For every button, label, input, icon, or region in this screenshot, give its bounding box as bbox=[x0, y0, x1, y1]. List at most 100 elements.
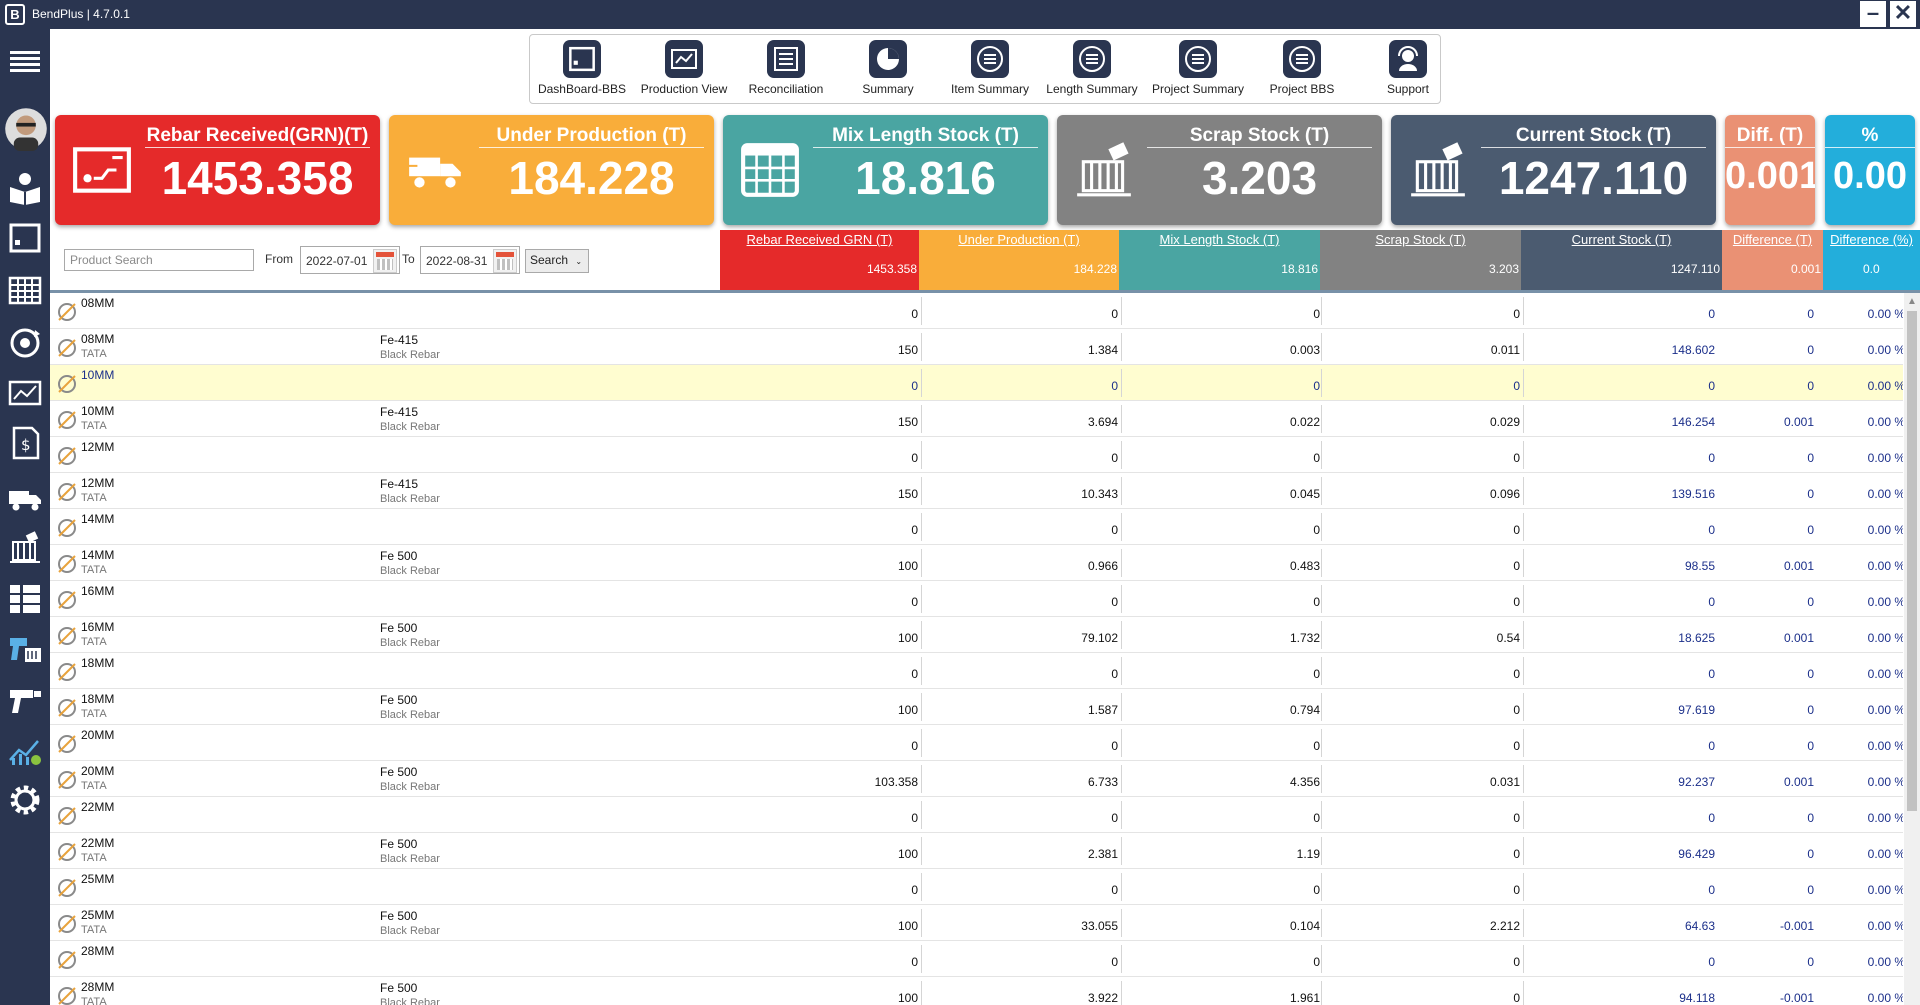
production-icon bbox=[665, 40, 703, 78]
sidebar-analytics-icon[interactable] bbox=[6, 731, 44, 769]
column-separator bbox=[1121, 873, 1122, 901]
column-separator bbox=[1121, 621, 1122, 649]
calendar-icon[interactable] bbox=[373, 249, 397, 273]
column-separator bbox=[1523, 729, 1524, 757]
column-separator bbox=[1523, 441, 1524, 469]
sidebar-reader-icon[interactable] bbox=[6, 169, 44, 207]
table-row[interactable]: 22MM TATA Fe 500 Black Rebar 100 2.381 1.19 0 96… bbox=[50, 833, 1903, 869]
sidebar-gear-icon[interactable] bbox=[6, 781, 44, 819]
cell-grn: 0 bbox=[911, 595, 918, 609]
table-row[interactable]: 28MM 0 0 0 0 0 0 0.00 % bbox=[50, 941, 1903, 977]
column-separator bbox=[1321, 297, 1322, 325]
table-row[interactable]: 16MM TATA Fe 500 Black Rebar 100 79.102 1.732 0… bbox=[50, 617, 1903, 653]
toolbar-item-summary-button[interactable]: Item Summary bbox=[940, 40, 1040, 102]
kpi-card-7[interactable]: % 0.00 bbox=[1825, 115, 1915, 225]
table-row[interactable]: 08MM TATA Fe-415 Black Rebar 150 1.384 0.003 0.… bbox=[50, 329, 1903, 365]
table-row[interactable]: 20MM 0 0 0 0 0 0 0.00 % bbox=[50, 725, 1903, 761]
toolbar-dashboard-bbs-button[interactable]: DashBoard-BBS bbox=[532, 40, 632, 102]
summary-column-5[interactable]: Current Stock (T) 1247.110 bbox=[1521, 230, 1722, 290]
toolbar-project-summary-button[interactable]: Project Summary bbox=[1148, 40, 1248, 102]
sidebar-menu-icon[interactable] bbox=[6, 43, 44, 81]
toolbar-length-summary-button[interactable]: Length Summary bbox=[1042, 40, 1142, 102]
summary-column-1[interactable]: Rebar Received GRN (T) 1453.358 bbox=[720, 230, 919, 290]
to-date-field[interactable]: 2022-08-31 bbox=[420, 246, 520, 274]
kpi-card-5[interactable]: Current Stock (T) 1247.110 bbox=[1391, 115, 1716, 225]
cell-grn: 100 bbox=[897, 703, 918, 717]
sidebar-gun-icon[interactable] bbox=[6, 681, 44, 719]
sidebar-scanner-icon[interactable] bbox=[6, 629, 44, 667]
table-row[interactable]: 28MM TATA Fe 500 Black Rebar 100 3.922 1.961 0 9… bbox=[50, 977, 1903, 1005]
summary-column-total: 3.203 bbox=[1488, 262, 1519, 276]
table-row[interactable]: 12MM TATA Fe-415 Black Rebar 150 10.343 0.045 0… bbox=[50, 473, 1903, 509]
toolbar-summary-button[interactable]: Summary bbox=[838, 40, 938, 102]
table-row[interactable]: 14MM TATA Fe 500 Black Rebar 100 0.966 0.483 0 9… bbox=[50, 545, 1903, 581]
summary-column-header[interactable]: Difference (%) bbox=[1830, 232, 1913, 247]
cell-cur: 98.55 bbox=[1684, 559, 1715, 573]
table-row[interactable]: 10MM 0 0 0 0 0 0 0.00 % bbox=[50, 365, 1903, 401]
summary-column-7[interactable]: Difference (%) 0.0 bbox=[1823, 230, 1920, 290]
summary-column-header[interactable]: Scrap Stock (T) bbox=[1375, 232, 1466, 247]
summary-column-3[interactable]: Mix Length Stock (T) 18.816 bbox=[1119, 230, 1320, 290]
summary-column-header[interactable]: Current Stock (T) bbox=[1571, 232, 1672, 247]
sidebar-settings-cycle-icon[interactable] bbox=[6, 324, 44, 362]
table-row[interactable]: 18MM 0 0 0 0 0 0 0.00 % bbox=[50, 653, 1903, 689]
kpi-card-6[interactable]: Diff. (T) 0.001 bbox=[1725, 115, 1815, 225]
cell-cur: 0 bbox=[1708, 523, 1715, 537]
table-row[interactable]: 20MM TATA Fe 500 Black Rebar 103.358 6.733 4.3… bbox=[50, 761, 1903, 797]
product-search-input[interactable]: Product Search bbox=[64, 249, 254, 271]
summary-column-header[interactable]: Under Production (T) bbox=[958, 232, 1080, 247]
scroll-up-icon[interactable]: ▲ bbox=[1907, 296, 1917, 307]
sidebar-truck-icon[interactable] bbox=[6, 479, 44, 517]
cell-pct: 0.00 % bbox=[1867, 523, 1903, 537]
sidebar-chart-card-icon[interactable] bbox=[6, 374, 44, 412]
avatar[interactable] bbox=[4, 107, 48, 151]
toolbar-support-button[interactable]: Support bbox=[1358, 40, 1458, 102]
diameter-icon bbox=[56, 337, 78, 359]
sidebar-invoice-icon[interactable]: $ bbox=[6, 424, 44, 462]
scrollbar-thumb[interactable] bbox=[1907, 311, 1917, 811]
kpi-card-3[interactable]: Mix Length Stock (T) 18.816 bbox=[723, 115, 1048, 225]
diameter-icon bbox=[56, 805, 78, 827]
table-row[interactable]: 25MM TATA Fe 500 Black Rebar 100 33.055 0.104 2… bbox=[50, 905, 1903, 941]
minimize-button[interactable]: – bbox=[1860, 1, 1886, 27]
vertical-scrollbar[interactable]: ▲ bbox=[1904, 293, 1920, 1005]
row-type: Black Rebar bbox=[380, 493, 440, 505]
close-button[interactable]: ✕ bbox=[1890, 1, 1916, 27]
search-button[interactable]: Search ⌄ bbox=[525, 249, 589, 273]
summary-column-4[interactable]: Scrap Stock (T) 3.203 bbox=[1320, 230, 1521, 290]
table-row[interactable]: 16MM 0 0 0 0 0 0 0.00 % bbox=[50, 581, 1903, 617]
summary-column-6[interactable]: Difference (T) 0.001 bbox=[1722, 230, 1823, 290]
toolbar-project-bbs-button[interactable]: Project BBS bbox=[1252, 40, 1352, 102]
calendar-icon[interactable] bbox=[493, 249, 517, 273]
table-row[interactable]: 18MM TATA Fe 500 Black Rebar 100 1.587 0.794 0 9… bbox=[50, 689, 1903, 725]
toolbar-label: Summary bbox=[862, 82, 914, 96]
summary-column-header[interactable]: Mix Length Stock (T) bbox=[1159, 232, 1280, 247]
summary-column-header[interactable]: Rebar Received GRN (T) bbox=[746, 232, 893, 247]
cell-cur: 0 bbox=[1708, 595, 1715, 609]
table-row[interactable]: 14MM 0 0 0 0 0 0 0.00 % bbox=[50, 509, 1903, 545]
table-row[interactable]: 12MM 0 0 0 0 0 0 0.00 % bbox=[50, 437, 1903, 473]
diameter-icon bbox=[56, 517, 78, 539]
table-row[interactable]: 25MM 0 0 0 0 0 0 0.00 % bbox=[50, 869, 1903, 905]
kpi-card-1[interactable]: Rebar Received(GRN)(T) 1453.358 bbox=[55, 115, 380, 225]
toolbar-reconciliation-button[interactable]: Reconciliation bbox=[736, 40, 836, 102]
sidebar-list-icon[interactable] bbox=[6, 579, 44, 617]
kpi-card-4[interactable]: Scrap Stock (T) 3.203 bbox=[1057, 115, 1382, 225]
sidebar-dashboard-icon[interactable] bbox=[6, 219, 44, 257]
row-size: 18MM bbox=[81, 692, 115, 706]
kpi-title: Mix Length Stock (T) bbox=[832, 125, 1019, 146]
table-row[interactable]: 08MM 0 0 0 0 0 0 0.00 % bbox=[50, 293, 1903, 329]
table-row[interactable]: 22MM 0 0 0 0 0 0 0.00 % bbox=[50, 797, 1903, 833]
table-row[interactable]: 10MM TATA Fe-415 Black Rebar 150 3.694 0.022 0.… bbox=[50, 401, 1903, 437]
column-separator bbox=[1121, 837, 1122, 865]
cell-scrap: 0 bbox=[1513, 451, 1520, 465]
summary-column-2[interactable]: Under Production (T) 184.228 bbox=[919, 230, 1119, 290]
sidebar-stock-icon[interactable] bbox=[6, 529, 44, 567]
summary-column-header[interactable]: Difference (T) bbox=[1732, 232, 1813, 247]
cell-diff: 0.001 bbox=[1783, 559, 1814, 573]
sidebar-table-icon[interactable] bbox=[6, 271, 44, 309]
cell-pct: 0.00 % bbox=[1867, 667, 1903, 681]
kpi-card-2[interactable]: Under Production (T) 184.228 bbox=[389, 115, 714, 225]
toolbar-production-view-button[interactable]: Production View bbox=[634, 40, 734, 102]
from-date-field[interactable]: 2022-07-01 bbox=[300, 246, 400, 274]
